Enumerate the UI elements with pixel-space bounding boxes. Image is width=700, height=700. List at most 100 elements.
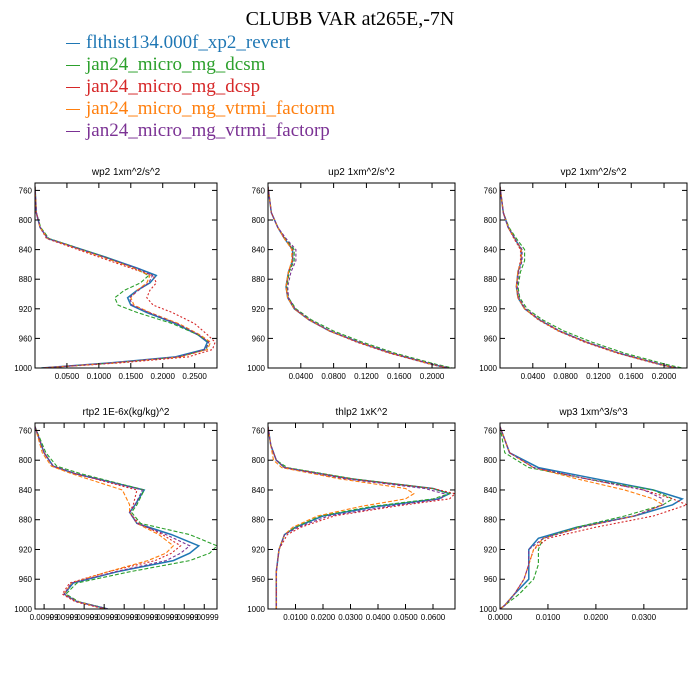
panel-title: up2 1xm^2/s^2 [328,167,395,178]
panel-title: vp2 1xm^2/s^2 [560,167,627,178]
series-line [500,186,678,368]
x-tick-label: 0.0100 [283,613,308,622]
y-tick-label: 920 [19,305,33,314]
y-tick-label: 960 [252,334,266,343]
series-line [500,426,685,609]
series-line [35,426,175,609]
series-line [268,426,455,609]
x-tick-label: 0.0200 [584,613,609,622]
series-line [35,426,191,609]
series-line [500,186,683,368]
panel-title: wp2 1xm^2/s^2 [91,167,161,178]
series-line [500,426,687,609]
plot-frame [499,422,688,610]
y-tick-label: 880 [484,516,498,525]
x-tick-label: 0.0600 [421,613,446,622]
y-tick-label: 960 [19,575,33,584]
figure-title: CLUBB VAR at265E,-7N [245,8,455,30]
x-tick-label: 0.0100 [536,613,561,622]
y-tick-label: 760 [252,426,266,435]
series-line [35,426,201,609]
y-tick-label: 960 [19,334,33,343]
legend-item: jan24_micro_mg_dcsp [66,76,335,98]
y-tick-label: 1000 [247,605,265,614]
x-tick-label: 0.0200 [311,613,336,622]
x-tick-label: 0.0800 [321,372,346,381]
panel: rtp2 1E-6x(kg/kg)^2 760 800 840 880 920 960 100… [14,407,219,622]
x-tick-label: 0.0300 [632,613,657,622]
legend-label: jan24_micro_mg_vtrmi_factorp [86,120,330,141]
x-tick-label: 0.0500 [393,613,418,622]
series-line [35,186,210,368]
panel-title: rtp2 1E-6x(kg/kg)^2 [83,407,170,418]
panel: vp2 1xm^2/s^2 760 800 840 880 920 960 1000 0.040… [479,167,688,381]
y-tick-label: 840 [19,246,33,255]
y-tick-label: 1000 [247,364,265,373]
y-tick-label: 880 [484,275,498,284]
y-tick-label: 880 [19,516,33,525]
y-tick-label: 800 [19,216,33,225]
x-tick-label: 0.1200 [586,372,611,381]
x-tick-label: 0.0400 [366,613,391,622]
y-tick-label: 800 [252,216,266,225]
plot-frame [34,182,218,369]
x-tick-label: 0.00999 [170,613,199,622]
x-tick-label: 0.2000 [150,372,175,381]
x-tick-label: 0.00999 [30,613,59,622]
x-tick-label: 0.00999 [110,613,139,622]
plot-frame [499,182,688,369]
series-line [268,186,450,368]
y-tick-label: 920 [252,545,266,554]
plot-frame [267,422,456,610]
legend-label: jan24_micro_mg_vtrmi_factorm [86,98,336,119]
panel: wp2 1xm^2/s^2 760 800 840 880 920 960 1000 0.050… [14,167,218,381]
x-tick-label: 0.1600 [619,372,644,381]
series-line [500,426,664,609]
series-line [35,186,216,368]
x-tick-label: 0.00999 [50,613,79,622]
series-line [35,426,182,609]
x-tick-label: 0.0400 [521,372,546,381]
x-tick-label: 0.0400 [289,372,314,381]
x-tick-label: 0.0300 [338,613,363,622]
series-line [268,186,449,368]
y-tick-label: 1000 [14,364,32,373]
y-tick-label: 800 [19,456,33,465]
legend-swatch [66,108,80,110]
y-tick-label: 960 [252,575,266,584]
legend-label: flthist134.000f_xp2_revert [86,32,291,53]
series-line [35,186,209,368]
y-tick-label: 800 [484,456,498,465]
y-tick-label: 840 [252,246,266,255]
y-tick-label: 840 [19,486,33,495]
y-tick-label: 760 [19,426,33,435]
series-line [268,426,415,609]
x-tick-label: 0.2500 [182,372,207,381]
legend-item: jan24_micro_mg_vtrmi_factorm [66,98,335,120]
y-tick-label: 880 [19,275,33,284]
panel-title: thlp2 1xK^2 [336,407,388,418]
panel: up2 1xm^2/s^2 760 800 840 880 920 960 1000 0.040… [247,167,456,381]
y-tick-label: 880 [252,275,266,284]
y-tick-label: 760 [484,426,498,435]
x-tick-label: 0.1600 [387,372,412,381]
legend-swatch [66,64,80,66]
series-line [268,426,445,609]
series-line [268,186,447,368]
x-tick-label: 0.00999 [90,613,119,622]
legend-item: jan24_micro_mg_vtrmi_factorp [66,120,335,142]
series-line [268,426,452,609]
y-tick-label: 760 [252,186,266,195]
legend-swatch [66,86,80,88]
y-tick-label: 1000 [479,364,497,373]
y-tick-label: 760 [19,186,33,195]
series-line [268,426,452,609]
x-tick-label: 0.1200 [354,372,379,381]
legend-item: flthist134.000f_xp2_revert [66,32,335,54]
plot-frame [267,182,456,369]
y-tick-label: 1000 [14,605,32,614]
y-tick-label: 840 [484,246,498,255]
y-tick-label: 800 [484,216,498,225]
